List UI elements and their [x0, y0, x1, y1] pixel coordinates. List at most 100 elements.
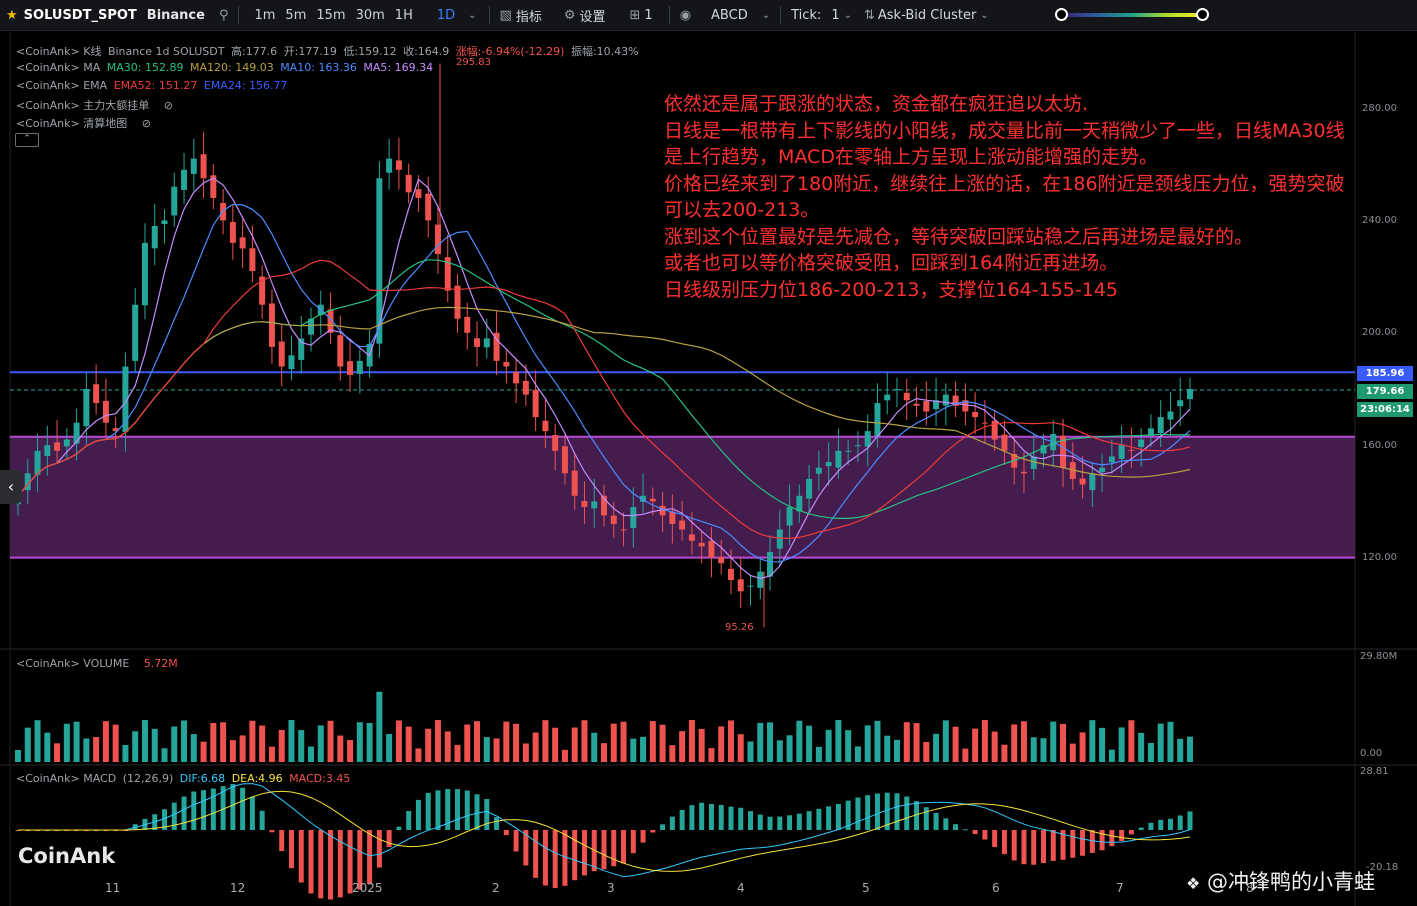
heatmap-range-slider[interactable] — [1055, 8, 1209, 22]
indicators-button[interactable]: ▧ 指标 — [494, 0, 548, 31]
volume-bar — [278, 729, 285, 762]
search-icon[interactable]: ⚲ — [218, 7, 229, 23]
macd-histogram-bar — [699, 802, 705, 830]
macd-histogram-bar — [835, 803, 841, 830]
candle-body — [1060, 435, 1067, 468]
candle-body — [1030, 456, 1037, 470]
volume-bar — [522, 743, 529, 762]
chevron-down-icon[interactable]: ⌄ — [468, 9, 477, 21]
volume-bar — [132, 731, 139, 762]
volume-bar — [200, 741, 207, 762]
time-axis-label: 2025 — [352, 881, 383, 895]
eye-off-icon[interactable]: ⊘ — [141, 117, 151, 130]
draw-pattern-select[interactable]: ABCD ⌄ — [705, 0, 776, 31]
timeframe-1d[interactable]: 1D — [436, 7, 456, 23]
candle-body — [425, 193, 432, 221]
volume-bar — [161, 748, 168, 762]
candle-body — [903, 392, 910, 401]
candle-body — [815, 467, 822, 474]
volume-bar — [386, 733, 393, 762]
macd-histogram-bar — [630, 830, 636, 854]
time-axis-label: 7 — [1116, 881, 1124, 895]
volume-bar — [474, 721, 481, 762]
cluster-select[interactable]: ⇅ Ask-Bid Cluster ⌄ — [858, 0, 995, 31]
macd-histogram-bar — [572, 830, 578, 881]
star-icon[interactable]: ★ — [6, 7, 18, 23]
volume-bar — [1069, 743, 1076, 762]
candle-body — [1187, 389, 1193, 400]
time-axis-label: 2 — [492, 881, 500, 895]
candle-body — [278, 341, 285, 367]
macd-histogram-bar — [1109, 830, 1115, 847]
settings-button[interactable]: ⚙ 设置 — [558, 0, 612, 31]
annotation-line: 价格已经来到了180附近，继续往上涨的话，在186附近是颈线压力位，强势突破 — [664, 172, 1345, 195]
timeframe-1m[interactable]: 1m — [254, 7, 276, 23]
volume-bar — [327, 720, 334, 762]
candle-body — [747, 585, 754, 587]
settings-label: 设置 — [579, 9, 606, 25]
macd-histogram-bar — [386, 830, 392, 848]
volume-legend-source: <CoinAnk> VOLUME — [16, 657, 130, 670]
macd-histogram-bar — [1080, 830, 1086, 856]
candle-body — [854, 445, 861, 447]
macd-histogram-bar — [728, 806, 734, 830]
kline-legend-source: <CoinAnk> K线 — [16, 45, 102, 58]
candle-body — [718, 556, 725, 564]
diamond-icon: ❖ — [1186, 874, 1201, 893]
macd-histogram-bar — [1070, 830, 1076, 858]
volume-bar — [347, 740, 354, 762]
candle-body — [688, 534, 695, 541]
volume-bar — [1138, 732, 1145, 762]
cluster-label: Ask-Bid Cluster — [877, 7, 977, 23]
liquidation-legend: <CoinAnk> 清算地图 ⊘ — [16, 115, 154, 131]
collapse-legend-button[interactable]: ⌃ — [15, 133, 39, 147]
kline-legend-close: 收:164.9 — [403, 45, 450, 58]
timeframe-1h[interactable]: 1H — [394, 7, 413, 23]
volume-bar — [83, 738, 90, 762]
symbol-selector[interactable]: ★ SOLUSDT_SPOT Binance ⚲ — [0, 0, 234, 31]
orders-legend-label: <CoinAnk> 主力大额挂单 — [16, 99, 150, 112]
chevron-left-icon: ‹ — [7, 477, 15, 496]
candle-body — [825, 462, 832, 467]
candle-body — [34, 450, 41, 475]
volume-bar — [688, 720, 695, 762]
macd-histogram-bar — [1167, 818, 1173, 830]
macd-histogram-bar — [777, 816, 783, 830]
macd-histogram-bar — [249, 796, 255, 830]
macd-histogram-bar — [445, 789, 451, 830]
slider-handle-right[interactable] — [1196, 8, 1209, 21]
candle-body — [54, 442, 61, 451]
price-axis-label: 200.00 — [1362, 327, 1397, 338]
timeframe-30m[interactable]: 30m — [355, 7, 385, 23]
slider-handle-left[interactable] — [1055, 8, 1068, 21]
volume-bar — [591, 732, 598, 762]
timeframe-15m[interactable]: 15m — [316, 7, 346, 23]
visibility-toggle[interactable]: ◉ — [674, 0, 697, 31]
macd-histogram-bar — [669, 816, 675, 830]
eye-off-icon[interactable]: ⊘ — [163, 99, 173, 112]
candle-body — [434, 224, 441, 255]
volume-bar — [1060, 723, 1067, 762]
tick-select[interactable]: Tick: 1 ⌄ — [785, 0, 858, 31]
macd-histogram-bar — [826, 806, 832, 830]
macd-histogram-bar — [787, 815, 793, 830]
volume-bar — [669, 745, 676, 762]
macd-histogram-bar — [367, 830, 373, 885]
scroll-left-button[interactable]: ‹ — [0, 470, 22, 504]
volume-bar — [933, 733, 940, 762]
kline-legend-change: 涨幅:-6.94%(-12.29) — [455, 45, 565, 58]
macd-histogram-bar — [1148, 822, 1154, 830]
layout-button[interactable]: ⊞ 1 — [624, 0, 659, 31]
volume-bar — [1167, 721, 1174, 762]
candle-body — [190, 158, 197, 174]
volume-bar — [874, 720, 881, 762]
candle-body — [708, 540, 715, 558]
indicators-icon: ▧ — [499, 7, 512, 23]
timeframe-5m[interactable]: 5m — [285, 7, 307, 23]
chart-canvas[interactable] — [0, 32, 1417, 906]
chart-area[interactable] — [0, 32, 1417, 906]
candle-body — [933, 400, 940, 410]
ma120-value: MA120: 149.03 — [189, 61, 274, 74]
indicators-label: 指标 — [515, 9, 542, 25]
kline-legend-low: 低:159.12 — [343, 45, 397, 58]
